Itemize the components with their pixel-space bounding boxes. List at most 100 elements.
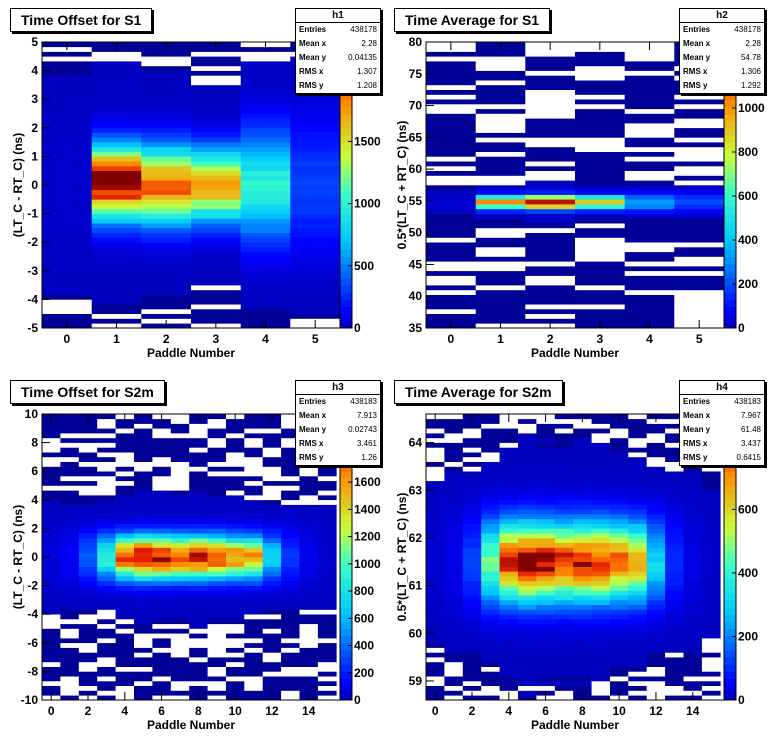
heatmap-bin <box>591 533 611 539</box>
heatmap-bin <box>628 680 647 686</box>
heatmap-bin <box>610 642 629 648</box>
heatmap-bin <box>60 690 80 696</box>
heatmap-bin <box>60 547 80 553</box>
color-scale-step <box>724 678 736 687</box>
color-scale-step <box>340 664 352 672</box>
heatmap-bin <box>610 537 629 543</box>
heatmap-bin <box>91 308 142 314</box>
heatmap-h2: 2004006008001000120000123453540455055606… <box>395 35 765 360</box>
color-scale-step <box>724 671 736 680</box>
heatmap-bin <box>78 461 98 467</box>
heatmap-bin <box>78 561 98 567</box>
heatmap-bin <box>290 137 341 143</box>
heatmap-bin <box>573 590 592 596</box>
z-tick-label: 200 <box>738 629 758 643</box>
heatmap-bin <box>665 638 684 644</box>
heatmap-bin <box>646 576 666 582</box>
color-scale-step <box>724 542 736 551</box>
heatmap-bin <box>536 614 556 620</box>
heatmap-bin <box>91 204 142 210</box>
heatmap-bin <box>189 671 208 677</box>
heatmap-bin <box>624 127 675 133</box>
heatmap-bin <box>134 428 153 434</box>
heatmap-bin <box>475 123 526 129</box>
heatmap-bin <box>207 428 227 434</box>
heatmap-bin <box>91 189 142 195</box>
heatmap-bin <box>426 557 445 563</box>
heatmap-bin <box>244 480 263 486</box>
heatmap-bin <box>299 604 319 610</box>
heatmap-bin <box>674 242 725 248</box>
heatmap-bin <box>475 275 526 281</box>
x-tick-label: 0 <box>63 332 70 346</box>
heatmap-bin <box>554 485 574 491</box>
heatmap-bin <box>240 232 291 238</box>
heatmap-bin <box>60 471 80 477</box>
heatmap-bin <box>475 270 526 276</box>
heatmap-bin <box>115 561 135 567</box>
heatmap-bin <box>42 208 92 214</box>
heatmap-bin <box>575 308 625 314</box>
heatmap-bin <box>444 580 464 586</box>
heatmap-bin <box>97 623 116 629</box>
heatmap-bin <box>462 423 482 429</box>
heatmap-bin <box>610 447 629 453</box>
heatmap-bin <box>226 680 245 686</box>
heatmap-bin <box>665 571 684 577</box>
heatmap-bin <box>701 676 721 682</box>
stats-mean-x: Mean x 2.28 <box>299 39 377 48</box>
heatmap-bin <box>591 537 611 543</box>
heatmap-bin <box>42 676 61 682</box>
heatmap-bin <box>554 566 574 572</box>
heatmap-bin <box>262 480 282 486</box>
heatmap-bin <box>525 247 576 253</box>
heatmap-bin <box>60 666 80 672</box>
heatmap-bin <box>462 490 482 496</box>
heatmap-bin <box>426 70 476 76</box>
heatmap-bin <box>317 652 337 658</box>
heatmap-bin <box>42 185 92 191</box>
heatmap-bin <box>536 428 556 434</box>
heatmap-bin <box>610 609 629 615</box>
heatmap-bin <box>610 523 629 529</box>
heatmap-bin <box>426 490 445 496</box>
heatmap-bin <box>525 270 576 276</box>
heatmap-bin <box>646 552 666 558</box>
heatmap-bin <box>317 685 337 691</box>
heatmap-bin <box>115 461 135 467</box>
heatmap-bin <box>475 146 526 152</box>
heatmap-bin <box>591 433 611 439</box>
heatmap-bin <box>60 561 80 567</box>
heatmap-bin <box>426 151 476 157</box>
heatmap-bin <box>189 471 208 477</box>
heatmap-bin <box>97 557 116 563</box>
color-scale-step <box>724 213 736 222</box>
heatmap-bin <box>624 132 675 138</box>
x-tick-label: 14 <box>686 704 700 718</box>
heatmap-bin <box>281 599 300 605</box>
heatmap-bin <box>244 456 263 462</box>
heatmap-bin <box>665 690 684 696</box>
heatmap-bin <box>240 261 291 267</box>
heatmap-bin <box>426 232 476 238</box>
heatmap-bin <box>299 614 319 620</box>
heatmap-bin <box>115 433 135 439</box>
heatmap-bin <box>60 695 80 701</box>
heatmap-bin <box>189 509 208 515</box>
heatmap-bin <box>42 189 92 195</box>
heatmap-bin <box>91 161 142 167</box>
heatmap-bin <box>317 695 337 701</box>
heatmap-bin <box>674 232 725 238</box>
heatmap-bin <box>189 542 208 548</box>
color-scale-step <box>724 192 736 200</box>
heatmap-bin <box>518 614 537 620</box>
heatmap-bin <box>701 518 721 524</box>
heatmap-bin <box>674 146 725 152</box>
heatmap-bin <box>189 666 208 672</box>
heatmap-bin <box>499 585 519 591</box>
heatmap-bin <box>262 490 282 496</box>
heatmap-bin <box>42 161 92 167</box>
heatmap-bin <box>518 571 537 577</box>
heatmap-bin <box>628 485 647 491</box>
color-scale-step <box>340 320 352 329</box>
